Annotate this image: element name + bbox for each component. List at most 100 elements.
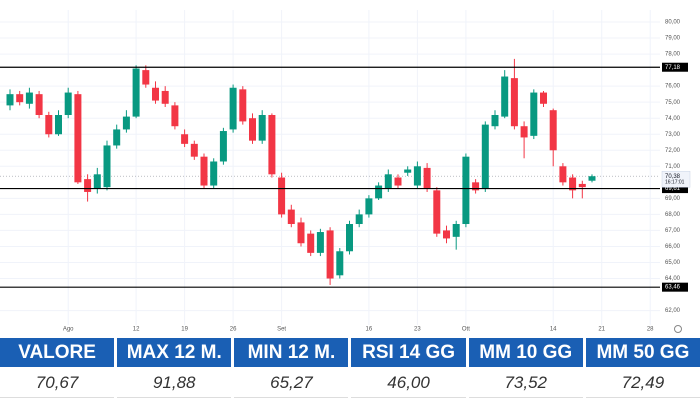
y-tick-label: 71,00 xyxy=(665,164,681,170)
candle-body xyxy=(375,185,383,199)
candle-body xyxy=(549,110,557,151)
settings-icon[interactable] xyxy=(674,325,682,333)
candle-body xyxy=(181,134,189,144)
table-value-cell: 72,49 xyxy=(585,369,700,398)
candle-body xyxy=(287,209,295,225)
last-price-box xyxy=(661,170,691,188)
candle-body xyxy=(336,251,344,276)
candle-body xyxy=(219,131,227,162)
table-header-cell: MIN 12 M. xyxy=(234,338,349,367)
candle-body xyxy=(74,94,82,183)
candle-body xyxy=(55,115,62,135)
candle-body xyxy=(316,232,324,253)
candle-body xyxy=(142,70,150,85)
candle-body xyxy=(200,156,208,186)
x-tick-label: 12 xyxy=(133,327,140,333)
table-header-cell: VALORE xyxy=(0,338,115,367)
table-header-cell: MM 50 GG xyxy=(585,338,700,367)
level-label: 63,46 xyxy=(665,285,681,291)
last-price-time: 16:17:01 xyxy=(665,180,685,186)
y-tick-label: 65,00 xyxy=(665,260,681,266)
candle-body xyxy=(423,167,431,189)
candle-body xyxy=(152,87,159,101)
candle-body xyxy=(452,224,460,237)
x-tick-label: Set xyxy=(277,327,286,333)
candle-body xyxy=(365,198,373,215)
table-value-cell: 65,27 xyxy=(234,369,349,398)
y-tick-label: 66,00 xyxy=(665,244,681,250)
y-tick-label: 67,00 xyxy=(665,228,681,234)
candle-body xyxy=(297,222,305,244)
candle-body xyxy=(501,76,509,117)
x-tick-label: 19 xyxy=(181,327,188,333)
y-tick-label: 74,00 xyxy=(665,116,681,122)
stats-table: VALORE MAX 12 M. MIN 12 M. RSI 14 GG MM 10 G… xyxy=(0,338,700,400)
table-value-cell: 73,52 xyxy=(468,369,583,398)
candle-body xyxy=(103,145,111,188)
table-header-cell: RSI 14 GG xyxy=(351,338,466,367)
candle-body xyxy=(210,161,218,186)
y-tick-label: 62,00 xyxy=(665,308,681,314)
candle-body xyxy=(355,214,363,225)
candle-body xyxy=(462,156,470,225)
level-label-box xyxy=(662,62,688,72)
candle-body xyxy=(326,230,334,279)
candle-body xyxy=(25,92,33,104)
candle-body xyxy=(540,92,547,104)
candle-body xyxy=(443,230,450,239)
candle-body xyxy=(239,89,247,122)
x-tick-label: 28 xyxy=(647,327,654,333)
y-tick-label: 80,00 xyxy=(665,20,681,26)
last-price-label: 70,38 xyxy=(665,174,681,180)
candle-body xyxy=(171,105,179,127)
candle-body xyxy=(491,115,499,127)
level-label: 69,61 xyxy=(665,186,681,192)
candle-body xyxy=(346,224,353,252)
candle-body xyxy=(229,87,237,130)
candle-body xyxy=(510,78,518,127)
candle-body xyxy=(433,190,441,234)
candle-body xyxy=(6,94,14,106)
candle-body xyxy=(268,115,276,175)
candle-body xyxy=(588,176,596,181)
candle-body xyxy=(161,90,169,104)
candle-body xyxy=(481,124,489,189)
candle-body xyxy=(384,174,392,189)
y-tick-label: 75,00 xyxy=(665,100,681,106)
candle-body xyxy=(113,129,121,146)
level-label: 77,18 xyxy=(665,65,681,71)
table-header-cell: MAX 12 M. xyxy=(117,338,232,367)
x-tick-label: 26 xyxy=(230,327,237,333)
x-tick-label: 23 xyxy=(414,327,421,333)
y-tick-label: 79,00 xyxy=(665,36,681,42)
candle-body xyxy=(559,166,567,183)
candle-body xyxy=(16,94,24,103)
y-tick-label: 73,00 xyxy=(665,132,681,138)
candle-body xyxy=(569,177,577,191)
candle-body xyxy=(404,169,412,173)
candle-body xyxy=(258,115,266,141)
level-label-box xyxy=(662,282,688,292)
candle-body xyxy=(45,115,53,135)
x-tick-label: Ago xyxy=(63,327,74,333)
table-value-cell: 46,00 xyxy=(351,369,466,398)
y-tick-label: 72,00 xyxy=(665,148,681,154)
candle-body xyxy=(413,166,421,186)
y-tick-label: 76,00 xyxy=(665,84,681,90)
candle-body xyxy=(84,179,92,192)
candle-body xyxy=(530,92,538,136)
candle-body xyxy=(122,116,130,130)
table-value-cell: 91,88 xyxy=(117,369,232,398)
candle-body xyxy=(190,143,198,157)
candle-body xyxy=(278,177,286,215)
candle-body xyxy=(132,68,140,117)
x-tick-label: Ott xyxy=(462,327,470,333)
candle-body xyxy=(394,177,402,186)
candle-body xyxy=(35,94,43,115)
candle-body xyxy=(249,118,256,141)
candle-body xyxy=(472,182,480,191)
x-tick-label: 16 xyxy=(366,327,373,333)
chart: 62,00 64,00 65,00 66,00 67,00 68,00 69,00 71,00… xyxy=(0,10,691,333)
table-value-cell: 70,67 xyxy=(0,369,115,398)
